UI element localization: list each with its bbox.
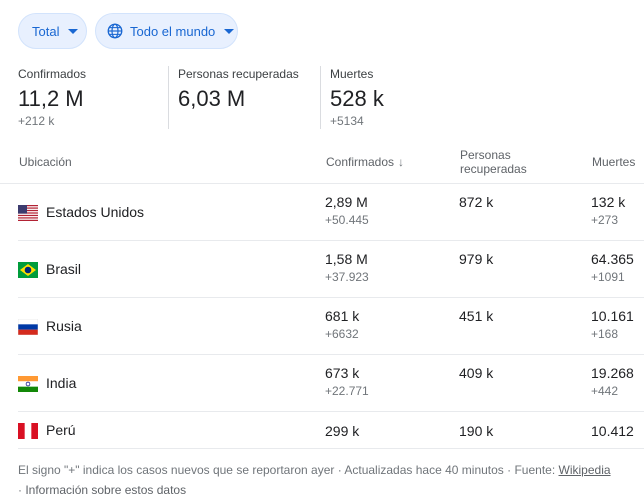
summary-stats: Confirmados 11,2 M +212 k Personas recup…: [0, 66, 644, 130]
confirmed-delta: +22.771: [325, 384, 369, 398]
column-header-location[interactable]: Ubicación: [19, 155, 72, 169]
stat-recovered: Personas recuperadas 6,03 M: [178, 66, 299, 130]
brazil-flag-icon: [18, 261, 38, 278]
chevron-down-icon: [68, 28, 79, 34]
stat-value: 6,03 M: [178, 86, 246, 111]
table-row[interactable]: Brasil 1,58 M +37.923 979 k 64.365 +1091: [18, 241, 644, 298]
confirmed-delta: +50.445: [325, 213, 369, 227]
divider: [320, 66, 321, 129]
us-flag-icon: [18, 204, 38, 221]
deaths-delta: +168: [591, 327, 619, 341]
deaths-value: 64.365: [591, 251, 634, 267]
chevron-down-icon: [224, 28, 235, 34]
divider: [168, 66, 169, 129]
footer: El signo "+" indica los casos nuevos que…: [18, 460, 638, 494]
globe-icon: [107, 23, 123, 39]
recovered-value: 979 k: [459, 251, 494, 267]
confirmed-delta: +6632: [325, 327, 359, 341]
confirmed-value: 1,58 M: [325, 251, 368, 267]
stat-value: 11,2 M: [18, 86, 84, 111]
recovered-value: 190 k: [459, 423, 494, 439]
column-header-deaths[interactable]: Muertes: [592, 155, 636, 169]
column-header-label: Confirmados: [326, 155, 395, 169]
country-name: Perú: [46, 421, 76, 438]
stat-label: Personas recuperadas: [178, 67, 299, 81]
about-data-link[interactable]: Información sobre estos datos: [25, 483, 187, 494]
stat-confirmed: Confirmados 11,2 M +212 k: [18, 66, 86, 130]
source-prefix: · Fuente:: [507, 463, 556, 477]
info-prefix: ·: [18, 483, 22, 494]
footer-note: El signo "+" indica los casos nuevos que…: [18, 463, 504, 477]
sort-down-arrow-icon: ↓: [398, 155, 405, 169]
confirmed-value: 681 k: [325, 308, 360, 324]
peru-flag-icon: [18, 422, 38, 439]
recovered-value: 409 k: [459, 365, 494, 381]
confirmed-value: 2,89 M: [325, 194, 368, 210]
table-row[interactable]: India 673 k +22.771 409 k 19.268 +442: [18, 355, 644, 412]
stat-value: 528 k: [330, 86, 384, 111]
table-header: Ubicación Confirmados ↓ Personas recupera…: [0, 140, 644, 184]
country-name: Estados Unidos: [46, 203, 145, 220]
region-filter-label: Todo el mundo: [130, 23, 216, 39]
confirmed-value: 299 k: [325, 423, 360, 439]
recovered-value: 872 k: [459, 194, 494, 210]
total-filter-label: Total: [32, 23, 60, 39]
column-header-confirmed[interactable]: Confirmados ↓: [326, 155, 404, 169]
country-name: Brasil: [46, 260, 82, 277]
confirmed-delta: +37.923: [325, 270, 369, 284]
deaths-delta: +273: [591, 213, 619, 227]
table-row[interactable]: Estados Unidos 2,89 M +50.445 872 k 132 …: [18, 184, 644, 241]
deaths-value: 132 k: [591, 194, 626, 210]
stat-label: Muertes: [330, 67, 374, 81]
region-filter-button[interactable]: Todo el mundo: [95, 13, 238, 49]
deaths-value: 10.412: [591, 423, 634, 439]
stat-deaths: Muertes 528 k +5134: [330, 66, 384, 130]
table-row[interactable]: Perú 299 k 190 k 10.412: [18, 412, 644, 449]
stat-delta: +212 k: [18, 114, 55, 128]
recovered-value: 451 k: [459, 308, 494, 324]
country-name: India: [46, 374, 77, 391]
table-row[interactable]: Rusia 681 k +6632 451 k 10.161 +168: [18, 298, 644, 355]
russia-flag-icon: [18, 318, 38, 335]
confirmed-value: 673 k: [325, 365, 360, 381]
deaths-delta: +442: [591, 384, 619, 398]
deaths-value: 10.161: [591, 308, 634, 324]
column-header-recovered[interactable]: Personas recuperadas: [460, 148, 527, 176]
stat-delta: +5134: [330, 114, 364, 128]
source-link[interactable]: Wikipedia: [558, 463, 611, 477]
stat-label: Confirmados: [18, 67, 87, 81]
deaths-delta: +1091: [591, 270, 625, 284]
deaths-value: 19.268: [591, 365, 634, 381]
total-filter-button[interactable]: Total: [18, 13, 87, 49]
india-flag-icon: [18, 375, 38, 392]
country-name: Rusia: [46, 317, 82, 334]
